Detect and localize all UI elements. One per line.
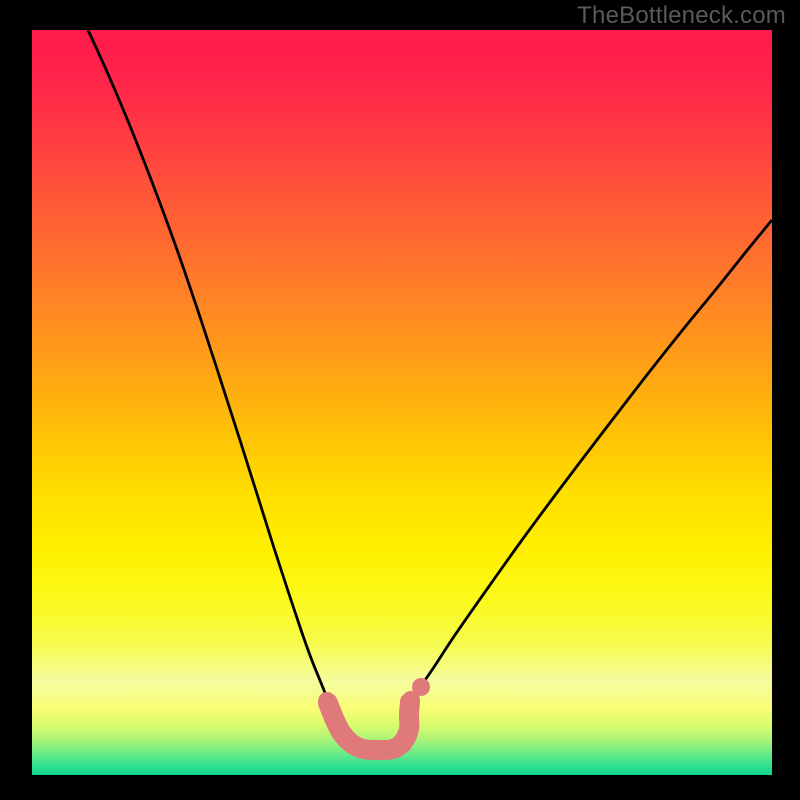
marker-dot: [394, 735, 412, 753]
chart-svg: [0, 0, 800, 800]
marker-dot: [318, 692, 336, 710]
marker-dot: [361, 741, 379, 759]
curve-left: [88, 30, 328, 703]
watermark-text: TheBottleneck.com: [577, 2, 786, 30]
curve-right: [410, 220, 772, 702]
marker-dot: [324, 708, 342, 726]
marker-dot: [345, 737, 363, 755]
marker-dot: [412, 678, 430, 696]
chart-frame: TheBottleneck.com: [0, 0, 800, 800]
